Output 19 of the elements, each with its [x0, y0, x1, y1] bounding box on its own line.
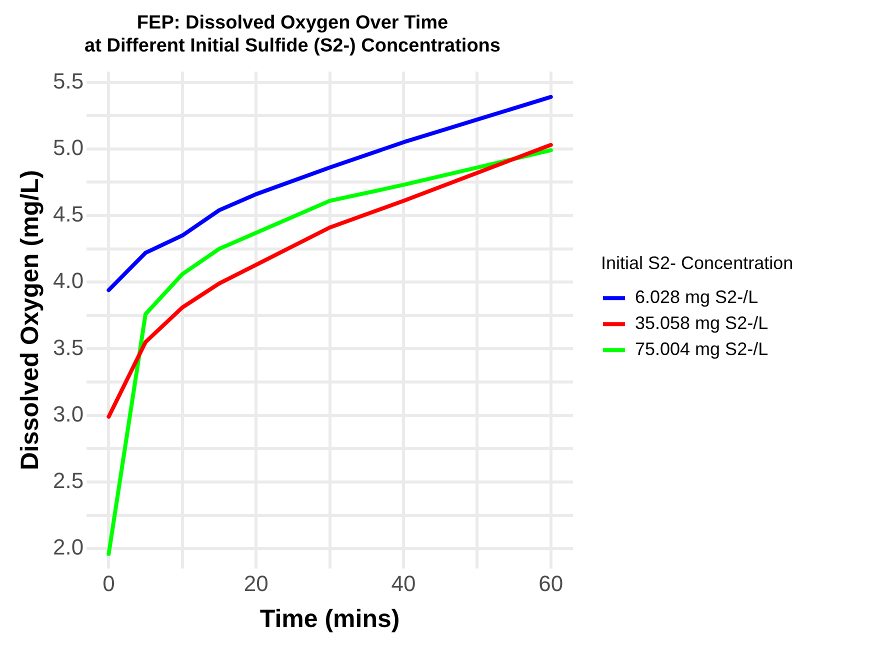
legend-label: 6.028 mg S2-/L	[635, 287, 758, 308]
y-tick-label: 5.0	[52, 134, 84, 160]
y-axis-title: Dissolved Oxygen (mg/L)	[16, 170, 44, 470]
y-tick-label: 3.0	[52, 401, 84, 426]
legend-title: Initial S2- Concentration	[601, 253, 794, 274]
x-tick-label: 40	[391, 570, 416, 596]
y-tick-label: 5.5	[52, 68, 84, 94]
x-tick-label: 20	[244, 570, 268, 596]
chart-title: FEP: Dissolved Oxygen Over Time at Different Initial Sulfide (S2-) Concentrations	[84, 12, 500, 56]
legend-label: 75.004 mg S2-/L	[635, 339, 768, 360]
y-tick-label: 2.0	[52, 534, 84, 560]
legend-label: 35.058 mg S2-/L	[635, 313, 768, 334]
y-tick-label: 4.5	[52, 202, 84, 227]
x-tick-label: 60	[538, 570, 564, 596]
x-axis-title: Time (mins)	[260, 604, 400, 633]
y-tick-label: 4.0	[52, 268, 84, 294]
x-tick-label: 0	[102, 570, 115, 596]
y-tick-label: 2.5	[52, 468, 84, 494]
y-tick-label: 3.5	[52, 334, 84, 360]
